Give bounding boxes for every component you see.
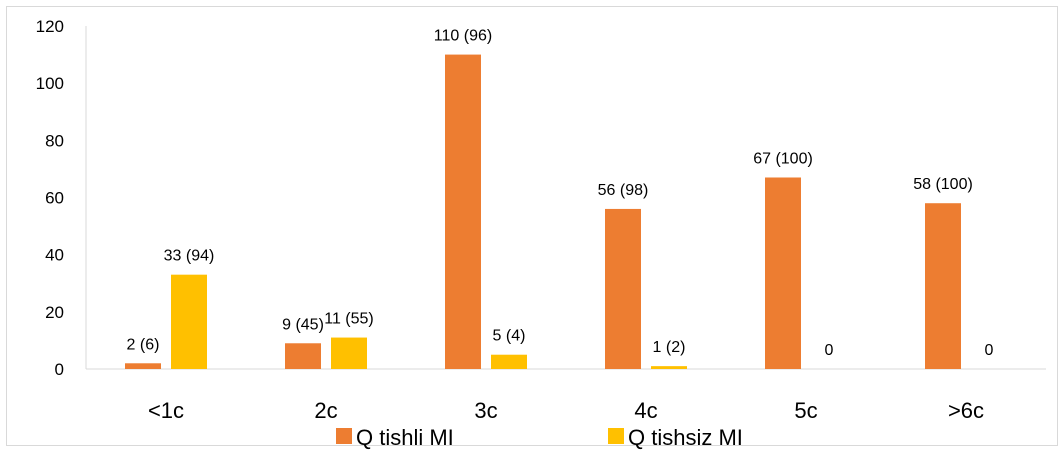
bar [605, 208, 641, 369]
bar-data-label: 33 (94) [164, 248, 215, 265]
x-category-label: <1c [148, 398, 184, 423]
bar [125, 363, 161, 369]
bar-data-label: 0 [825, 342, 834, 359]
legend: Q tishli MI Q tishsiz MI [336, 425, 743, 450]
bar-data-label: 0 [985, 342, 994, 359]
bar [285, 343, 321, 369]
bar [651, 366, 687, 369]
legend-label: Q tishsiz MI [628, 425, 743, 450]
bar-data-label: 2 (6) [127, 336, 160, 353]
bars [125, 54, 961, 369]
y-tick-label: 80 [45, 131, 64, 150]
bar-data-label: 58 (100) [913, 176, 973, 193]
bar [445, 54, 481, 369]
chart-frame [6, 6, 1058, 446]
y-tick-label: 20 [45, 303, 64, 322]
legend-swatch [608, 428, 624, 444]
bar [765, 177, 801, 369]
x-category-label: 5c [794, 398, 817, 423]
bar-data-label: 67 (100) [753, 150, 813, 167]
x-category-label: 4c [634, 398, 657, 423]
bar-data-label: 11 (55) [324, 311, 374, 328]
bar-data-label: 5 (4) [493, 328, 526, 345]
bar-data-label: 110 (96) [434, 28, 492, 45]
y-tick-label: 0 [55, 360, 64, 379]
y-tick-label: 100 [36, 74, 64, 93]
axes [85, 26, 1046, 370]
bar-data-label: 56 (98) [598, 182, 649, 199]
y-tick-label: 40 [45, 246, 64, 265]
x-category-label: 3c [474, 398, 497, 423]
bar [491, 354, 527, 369]
bar [171, 274, 207, 369]
data-labels: 2 (6) 33 (94) 9 (45) 11 (55) 110 (96) 5 (4) 56… [127, 28, 994, 359]
x-category-label: >6c [948, 398, 984, 423]
y-tick-label: 120 [36, 17, 64, 36]
bar [331, 337, 367, 369]
bar-data-label: 9 (45) [282, 316, 324, 333]
legend-label: Q tishli MI [356, 425, 454, 450]
bar [925, 203, 961, 369]
legend-swatch [336, 428, 352, 444]
x-category-label: 2c [314, 398, 337, 423]
y-tick-label: 60 [45, 189, 64, 208]
x-axis-categories: <1c 2c 3c 4c 5c >6c [148, 398, 984, 423]
bar-data-label: 1 (2) [653, 339, 686, 356]
y-axis-ticks: 0 20 40 60 80 100 120 [36, 17, 64, 379]
